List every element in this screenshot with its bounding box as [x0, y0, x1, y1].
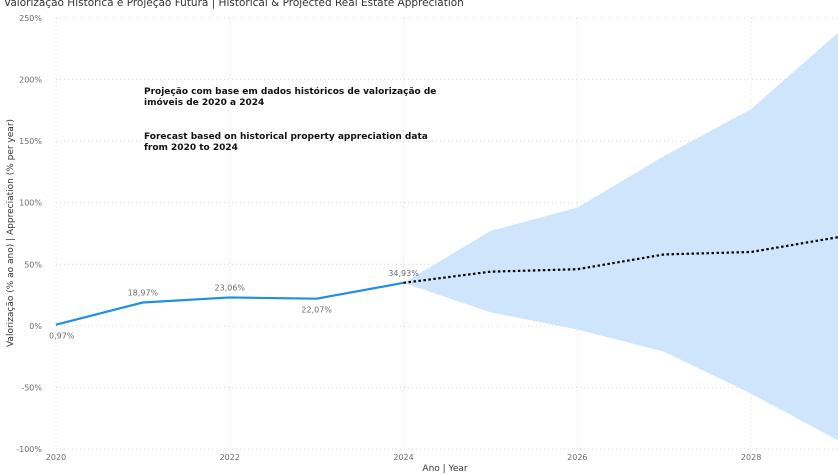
annotation-layer: Projeção com base em dados históricos de… [144, 86, 436, 153]
y-tick-label: -100% [16, 445, 42, 454]
y-tick-label: 0% [29, 322, 42, 331]
data-label: 22,07% [301, 306, 332, 315]
x-tick-label: 2022 [220, 453, 240, 462]
confidence-band [403, 32, 838, 441]
y-tick-label: 200% [19, 76, 42, 85]
y-tick-label: 100% [19, 199, 42, 208]
data-label-layer: 0,97% 18,97% 23,06% 22,07% 34,93% [49, 269, 419, 341]
series-layer [55, 236, 838, 326]
tick-label-layer: -100% -50% 0% 50% 100% 150% 200% 250% 2020 2022 20… [16, 14, 761, 462]
annotation-text: imóveis de 2020 a 2024 [144, 97, 264, 108]
annotation-text: Forecast based on historical property ap… [144, 132, 428, 142]
y-axis-title: Valorização (% ao ano) | Appreciation (%… [6, 119, 16, 347]
y-tick-label: 150% [19, 137, 42, 146]
x-tick-label: 2020 [46, 453, 66, 462]
x-axis-title: Ano | Year [422, 464, 467, 474]
x-tick-label: 2026 [567, 453, 587, 462]
data-label: 34,93% [388, 269, 419, 278]
data-label: 0,97% [49, 332, 75, 341]
annotation-text: from 2020 to 2024 [144, 143, 238, 153]
chart-title: Valorização Histórica e Projeção Futura … [4, 0, 464, 9]
y-tick-label: 250% [19, 14, 42, 23]
data-label: 18,97% [128, 288, 159, 297]
x-tick-label: 2028 [741, 453, 761, 462]
y-tick-label: -50% [21, 383, 42, 392]
y-tick-label: 50% [24, 260, 42, 269]
historical-line [55, 281, 404, 326]
x-tick-label: 2024 [393, 453, 413, 462]
annotation-text: Projeção com base em dados históricos de… [144, 86, 436, 97]
confidence-band-layer [403, 32, 838, 441]
data-label: 23,06% [215, 283, 246, 292]
